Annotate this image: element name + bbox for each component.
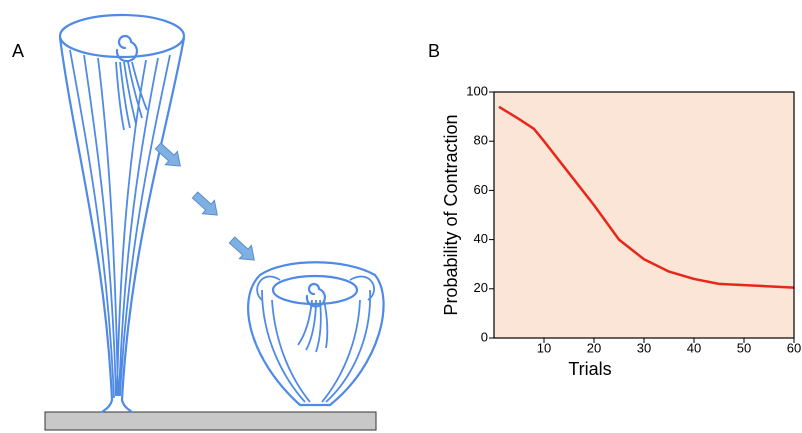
- diagram: [44, 13, 385, 431]
- y-tick-label: 40: [474, 231, 488, 246]
- arrows: [154, 142, 255, 261]
- plot-area: [494, 92, 794, 338]
- line: [498, 105, 795, 289]
- cilia: [115, 61, 148, 131]
- substrate: [44, 411, 377, 431]
- foot: [100, 398, 134, 414]
- myonemes: [69, 49, 171, 399]
- panel-label: B: [428, 41, 440, 61]
- y-tick-label: 80: [474, 133, 488, 148]
- contracted-cilia: [297, 299, 329, 353]
- x-tick-label: 60: [787, 340, 801, 355]
- plot-frame: [493, 91, 795, 339]
- x-tick-label: 30: [637, 340, 651, 355]
- x-tick-label: 40: [687, 340, 701, 355]
- spiral: [115, 34, 138, 63]
- y-tick-label: 0: [481, 329, 488, 344]
- contracted-spiral: [305, 282, 326, 308]
- x-tick-label: 50: [737, 340, 751, 355]
- x-tick-label: 10: [537, 340, 551, 355]
- cell-outline: [58, 36, 186, 402]
- peristome: [58, 13, 186, 59]
- y-axis-label: Probability of Contraction: [441, 114, 461, 315]
- y-tick-label: 100: [466, 83, 488, 98]
- contracted-peristome: [271, 274, 359, 306]
- contracted-outline: [247, 261, 385, 407]
- panel-label: A: [12, 41, 24, 61]
- contracted-myonemes: [256, 275, 375, 403]
- y-tick-label: 20: [474, 280, 488, 295]
- y-tick-label: 60: [474, 182, 488, 197]
- x-axis-label: Trials: [568, 359, 611, 379]
- x-tick-label: 20: [587, 340, 601, 355]
